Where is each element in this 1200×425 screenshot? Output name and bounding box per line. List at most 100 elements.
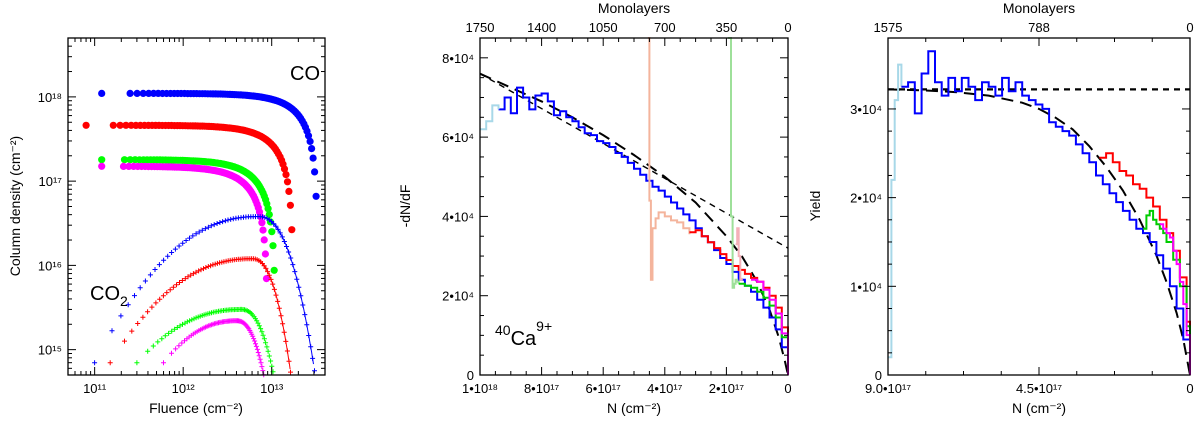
- left-data-point: [268, 358, 274, 364]
- left-data-point: [182, 276, 188, 282]
- right-top-tick-label: 1575: [874, 20, 903, 35]
- middle-top-label: Monolayers: [598, 0, 670, 16]
- left-data-point: [153, 300, 159, 306]
- left-data-point: [169, 250, 175, 255]
- left-data-point: [212, 261, 218, 267]
- left-series-co-green: [98, 156, 278, 274]
- left-data-point: [179, 340, 185, 346]
- left-data-point: [260, 236, 268, 244]
- left-y-tick-label: 10¹⁶: [38, 258, 62, 273]
- left-data-point: [82, 121, 90, 129]
- right-x-tick-label: 4.5•10¹⁷: [1016, 381, 1062, 396]
- left-data-point: [173, 346, 179, 352]
- middle-series-linear-dashed-: [479, 73, 789, 249]
- right-y-tick-label: 0: [875, 368, 882, 383]
- left-data-point: [152, 267, 158, 272]
- left-data-point: [187, 318, 193, 324]
- right-x-label: N (cm⁻²): [1012, 400, 1066, 416]
- middle-x-tick-label: 4•10¹⁷: [647, 381, 683, 396]
- middle-top-tick-label: 700: [654, 20, 676, 35]
- left-series-co2-green: [134, 306, 276, 375]
- left-data-point: [266, 353, 272, 359]
- right-y-tick-label: 3•10⁴: [850, 102, 882, 117]
- middle-ticks: 1•10¹⁸ 8•10¹⁷ 6•10¹⁷ 4•10¹⁷ 2•10¹⁷ 0 1750 1400 1…: [442, 20, 791, 396]
- left-data-point: [129, 328, 135, 334]
- middle-x-tick-label: 6•10¹⁷: [586, 381, 622, 396]
- left-y-label: Column density (cm⁻²): [7, 136, 23, 276]
- left-series-group: [82, 89, 320, 378]
- left-data-point: [214, 221, 220, 226]
- left-data-point: [208, 263, 214, 269]
- left-data-point: [118, 313, 124, 319]
- ion-charge: 9+: [536, 318, 552, 334]
- left-data-point: [283, 178, 292, 186]
- left-data-point: [285, 187, 293, 195]
- left-data-point: [257, 356, 263, 362]
- left-data-point: [308, 145, 316, 153]
- middle-y-tick-label: 0: [467, 368, 474, 383]
- right-series-fit-dashed-long-: [887, 88, 1191, 376]
- left-data-point: [98, 156, 106, 164]
- middle-plot-frame: [479, 37, 789, 376]
- left-data-point: [259, 329, 265, 335]
- left-data-point: [288, 369, 293, 375]
- left-data-point: [256, 323, 262, 329]
- left-data-point: [189, 317, 195, 323]
- left-data-point: [120, 156, 129, 164]
- co2-subscript: 2: [120, 293, 128, 309]
- left-data-point: [172, 246, 178, 252]
- left-y-tick-label: 10¹⁵: [38, 343, 62, 358]
- left-data-point: [140, 314, 146, 320]
- middle-top-tick-label: 1400: [527, 20, 556, 35]
- left-x-tick-label: 10¹²: [172, 381, 196, 396]
- middle-top-tick-label: 1050: [589, 20, 618, 35]
- left-data-point: [145, 348, 151, 354]
- left-data-point: [312, 368, 317, 374]
- left-data-point: [251, 336, 257, 342]
- left-data-point: [166, 330, 172, 336]
- left-data-point: [306, 137, 314, 145]
- left-y-tick-label: 10¹⁷: [39, 174, 63, 189]
- left-data-point: [312, 192, 320, 200]
- left-data-point: [161, 360, 166, 366]
- left-data-point: [164, 290, 170, 296]
- left-data-point: [261, 336, 267, 342]
- left-annotation-co: CO: [290, 63, 320, 85]
- left-data-point: [198, 267, 204, 273]
- right-top-label: Monolayers: [1003, 0, 1075, 16]
- middle-y-tick-label: 6•10⁴: [442, 130, 474, 145]
- left-data-point: [269, 242, 277, 250]
- left-data-point: [169, 328, 175, 334]
- left-series-co2-magenta: [161, 318, 267, 378]
- left-series-co-red: [82, 121, 296, 234]
- right-series-magenta: [1159, 223, 1191, 375]
- left-data-point: [196, 229, 202, 235]
- left-data-point: [264, 205, 272, 213]
- middle-series-magenta: [751, 278, 789, 375]
- left-data-point: [253, 341, 258, 347]
- left-data-point: [184, 319, 190, 325]
- left-data-point: [159, 336, 165, 342]
- middle-series-pink: [735, 227, 743, 281]
- left-data-point: [255, 350, 261, 355]
- ion-prefix: 40: [495, 322, 511, 338]
- left-data-point: [92, 360, 98, 366]
- left-data-point: [280, 165, 289, 173]
- left-data-point: [134, 360, 140, 366]
- left-series-co2-blue: [92, 214, 317, 374]
- left-data-point: [172, 326, 178, 332]
- left-data-point: [286, 201, 294, 209]
- left-data-point: [137, 285, 143, 291]
- left-data-point: [311, 168, 319, 176]
- panel-right: 9.0•10¹⁷ 4.5•10¹⁷ 0 1575 788 0 0 1•10⁴ 2•10⁴ 3•10…: [807, 0, 1194, 416]
- left-data-point: [187, 235, 192, 241]
- left-data-point: [174, 325, 180, 330]
- right-top-tick-label: 788: [1028, 20, 1050, 35]
- left-data-point: [201, 266, 206, 272]
- left-data-point: [169, 350, 174, 356]
- left-data-point: [262, 275, 271, 283]
- right-series-light-blue: [888, 63, 903, 359]
- left-data-point: [109, 328, 115, 334]
- left-data-point: [188, 272, 194, 278]
- left-data-point: [165, 253, 171, 259]
